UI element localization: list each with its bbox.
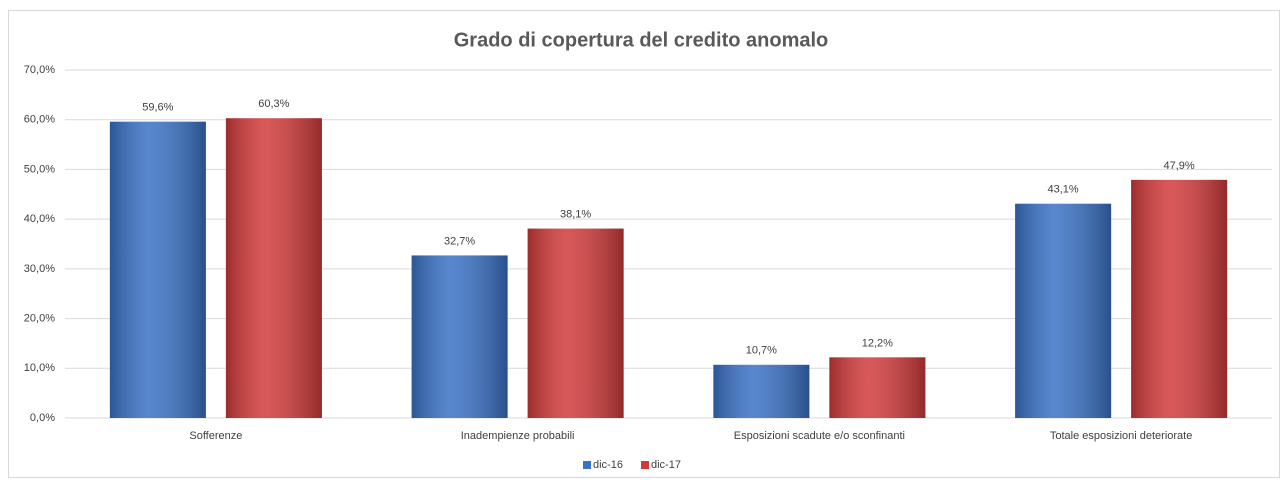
data-label: 32,7% xyxy=(444,235,475,247)
x-tick-label: Inadempienze probabili xyxy=(461,430,575,442)
legend-swatch xyxy=(583,461,591,469)
data-label: 38,1% xyxy=(560,208,591,220)
bar-shade xyxy=(411,255,508,418)
x-tick-label: Esposizioni scadute e/o sconfinanti xyxy=(734,430,905,442)
bar-shade xyxy=(527,228,624,418)
y-tick-label: 20,0% xyxy=(24,312,55,324)
bar-shade xyxy=(829,357,926,418)
y-tick-label: 10,0% xyxy=(24,362,55,374)
legend-swatch xyxy=(641,461,649,469)
bar-shade xyxy=(109,121,206,419)
bar-shade xyxy=(1015,203,1112,418)
y-tick-label: 60,0% xyxy=(24,114,55,126)
y-tick-label: 70,0% xyxy=(24,64,55,76)
bar-shade xyxy=(713,364,810,418)
bar-shade xyxy=(1131,179,1228,418)
bar-shade xyxy=(225,118,322,419)
chart-title: Grado di copertura del credito anomalo xyxy=(454,29,829,51)
legend-label: dic-17 xyxy=(651,459,681,471)
data-label: 12,2% xyxy=(862,337,893,349)
data-label: 43,1% xyxy=(1048,184,1079,196)
y-tick-label: 30,0% xyxy=(24,263,55,275)
legend-label: dic-16 xyxy=(593,459,623,471)
x-tick-label: Totale esposizioni deteriorate xyxy=(1050,430,1192,442)
data-label: 60,3% xyxy=(258,98,289,110)
data-label: 10,7% xyxy=(746,345,777,357)
data-label: 47,9% xyxy=(1164,160,1195,172)
y-tick-label: 40,0% xyxy=(24,213,55,225)
y-tick-label: 50,0% xyxy=(24,163,55,175)
data-label: 59,6% xyxy=(142,102,173,114)
y-tick-label: 0,0% xyxy=(30,412,55,424)
x-tick-label: Sofferenze xyxy=(189,430,242,442)
